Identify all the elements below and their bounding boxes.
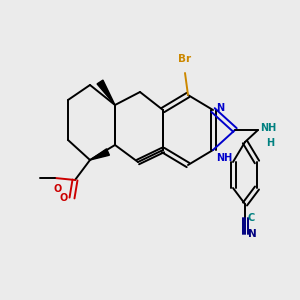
Text: O: O	[54, 184, 62, 194]
Polygon shape	[97, 80, 115, 105]
Text: NH: NH	[216, 153, 232, 163]
Text: N: N	[216, 103, 224, 113]
Text: Br: Br	[178, 54, 192, 64]
Text: H: H	[266, 138, 274, 148]
Text: N: N	[248, 229, 257, 239]
Text: C: C	[248, 213, 255, 223]
Polygon shape	[90, 149, 110, 160]
Text: NH: NH	[260, 123, 276, 133]
Text: O: O	[60, 193, 68, 203]
